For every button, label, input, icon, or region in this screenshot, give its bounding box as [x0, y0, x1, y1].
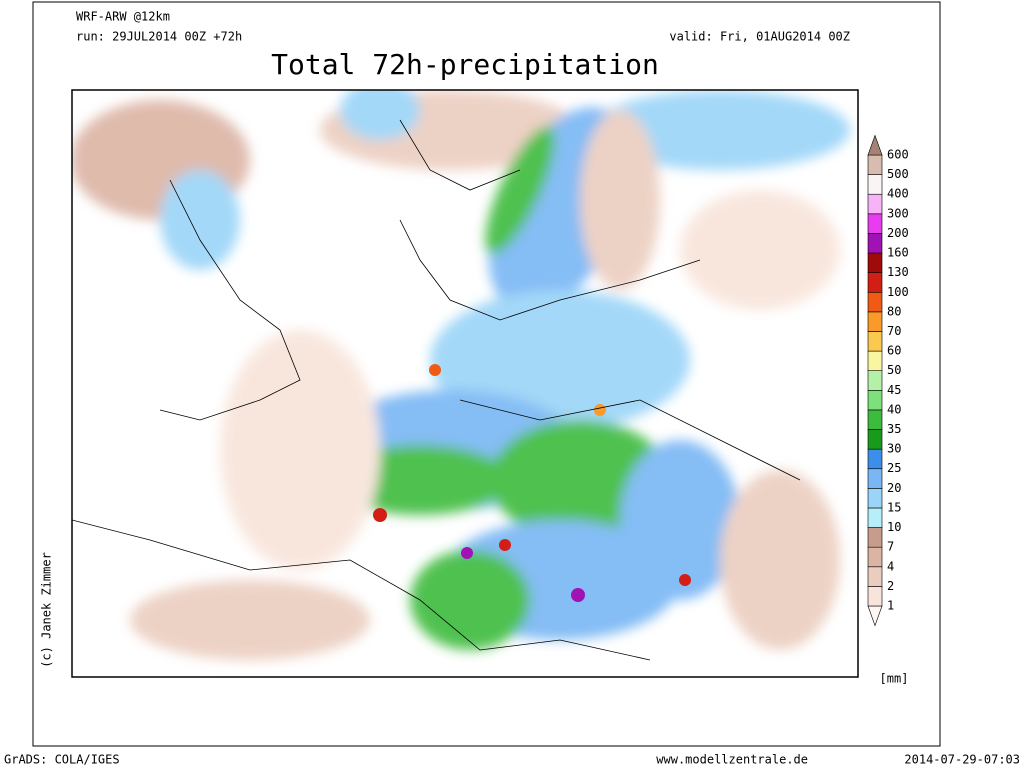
credit: (c) Janek Zimmer — [40, 552, 54, 668]
colorbar-segment — [867, 546, 883, 568]
model-label: WRF-ARW @12km — [76, 10, 170, 24]
colorbar-segment — [867, 527, 883, 548]
colorbar-label: 35 — [887, 422, 901, 436]
colorbar-label: 100 — [887, 285, 909, 299]
colorbar-label: 80 — [887, 304, 901, 318]
colorbar-label: 20 — [887, 481, 901, 495]
colorbar-extend-high — [867, 134, 883, 156]
colorbar-label: 600 — [887, 148, 909, 162]
colorbar-label: 2 — [887, 579, 894, 593]
colorbar-label: 160 — [887, 246, 909, 260]
colorbar-segment — [867, 586, 883, 607]
colorbar-segment — [867, 174, 883, 195]
software-label: GrADS: COLA/IGES — [4, 753, 120, 767]
colorbar-segment — [867, 193, 883, 215]
colorbar-label: 15 — [887, 500, 901, 514]
colorbar-segment — [867, 350, 883, 371]
colorbar-segment — [867, 488, 883, 509]
colorbar-label: 45 — [887, 383, 901, 397]
colorbar-label: 200 — [887, 226, 909, 240]
colorbar-segment — [867, 233, 883, 254]
map-frame — [71, 89, 859, 678]
colorbar-segment — [867, 370, 883, 391]
run-label: run: 29JUL2014 00Z +72h — [76, 30, 242, 44]
colorbar: 1 2 4 7 10 15 20 25 30 35 40 45 50 60 70 80 100 130 160 200… — [867, 134, 909, 627]
colorbar-segment — [867, 390, 883, 411]
colorbar-segment — [867, 448, 883, 470]
colorbar-label: 4 — [887, 559, 894, 573]
precipitation-map — [72, 90, 858, 677]
colorbar-segment — [867, 291, 883, 313]
colorbar-label: 10 — [887, 520, 901, 534]
colorbar-label: 300 — [887, 206, 909, 220]
colorbar-segment — [867, 331, 883, 352]
unit-label: [mm] — [880, 672, 909, 686]
colorbar-segment — [867, 507, 883, 528]
colorbar-label: 130 — [887, 265, 909, 279]
colorbar-segment — [867, 154, 883, 175]
colorbar-segment — [867, 409, 883, 430]
colorbar-label: 500 — [887, 167, 909, 181]
colorbar-label: 25 — [887, 461, 901, 475]
map-title: Total 72h-precipitation — [271, 48, 659, 81]
colorbar-label: 40 — [887, 402, 901, 416]
colorbar-segment — [867, 311, 883, 332]
colorbar-segment — [867, 566, 883, 587]
colorbar-label: 7 — [887, 540, 894, 554]
colorbar-label: 50 — [887, 363, 901, 377]
colorbar-segment — [867, 468, 883, 489]
valid-label: valid: Fri, 01AUG2014 00Z — [669, 30, 850, 44]
colorbar-label: 70 — [887, 324, 901, 338]
colorbar-segment — [867, 429, 883, 450]
timestamp-label: 2014-07-29-07:03 — [904, 753, 1020, 767]
colorbar-label: 400 — [887, 187, 909, 201]
colorbar-segment — [867, 213, 883, 234]
colorbar-label: 1 — [887, 599, 894, 613]
colorbar-segment — [867, 272, 883, 293]
colorbar-label: 30 — [887, 442, 901, 456]
colorbar-segment — [867, 252, 883, 273]
colorbar-label: 60 — [887, 344, 901, 358]
site-label: www.modellzentrale.de — [656, 753, 808, 767]
